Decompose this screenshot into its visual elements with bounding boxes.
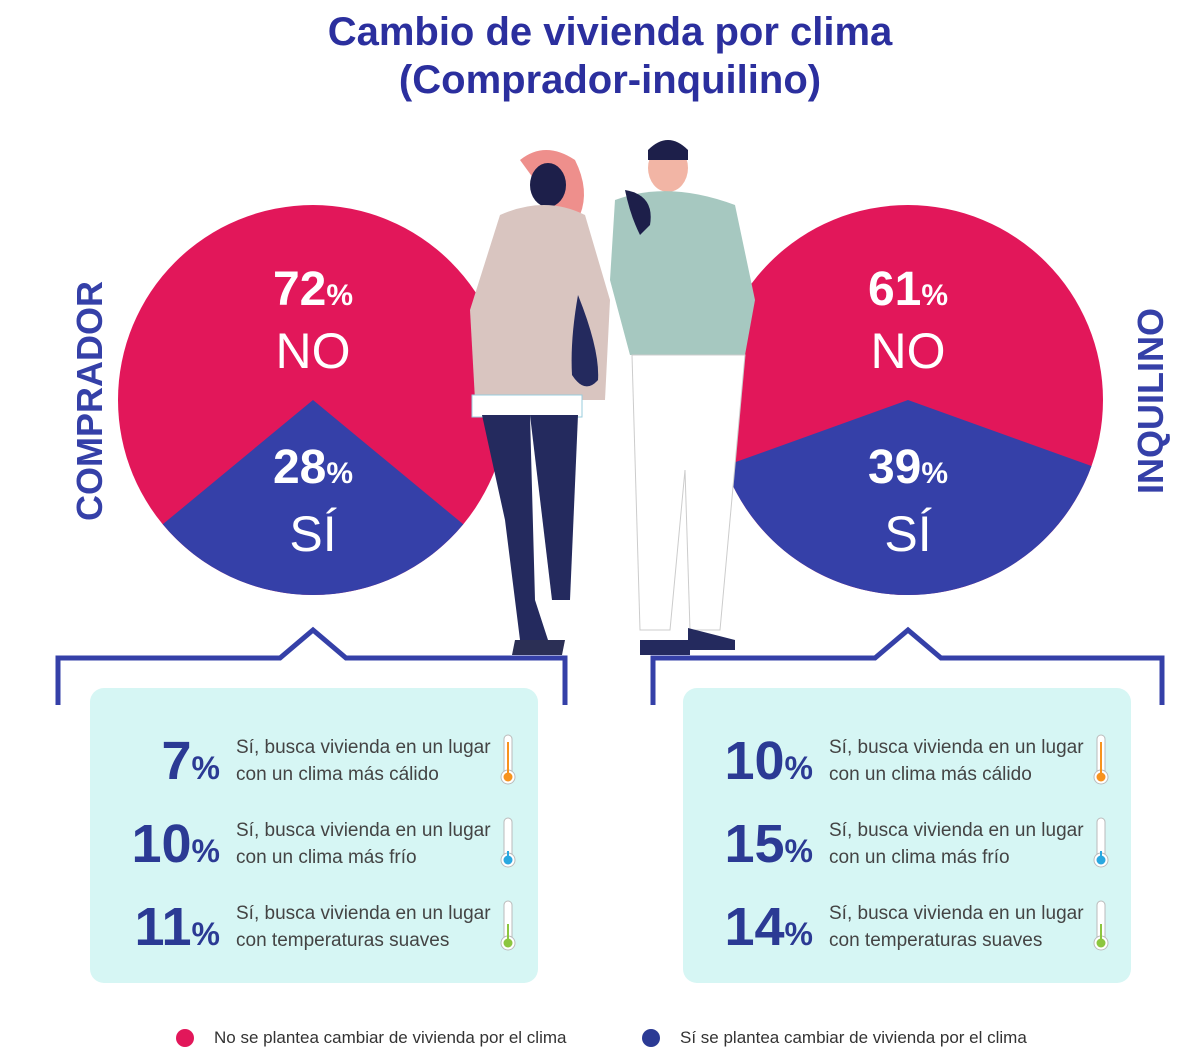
desc-line-2: con un clima más cálido [829,764,1032,785]
pie-si-value: 39% [808,440,1008,495]
percent-sign: % [326,457,354,490]
desc-line-1: Sí, busca vivienda en un lugar [829,737,1084,758]
detail-row: 11% Sí, busca vivienda en un lugar con te… [90,892,538,962]
legend-label: Sí se plantea cambiar de vivienda por el… [680,1028,1027,1047]
legend-label: No se plantea cambiar de vivienda por el… [214,1028,567,1047]
legend-item-si: Sí se plantea cambiar de vivienda por el… [642,1028,1027,1048]
percent-sign: % [784,833,813,869]
detail-percent: 10% [724,726,813,803]
side-label-inquilino: INQUILINO [1130,308,1171,494]
percent-sign: % [326,279,354,312]
desc-line-1: Sí, busca vivienda en un lugar [829,820,1084,841]
desc-line-1: Sí, busca vivienda en un lugar [236,820,491,841]
detail-percent: 11% [134,892,220,969]
detail-percent: 7% [162,726,221,803]
legend-dot-si [642,1029,660,1047]
title-line-2: (Comprador-inquilino) [398,58,822,102]
detail-value: 14 [724,897,785,957]
chart-title: Cambio de vivienda por clima (Comprador-… [0,8,1200,104]
detail-row: 15% Sí, busca vivienda en un lugar con un… [683,809,1131,879]
detail-value: 15 [724,814,785,874]
desc-line-2: con temperaturas suaves [236,930,450,951]
thermometer-warm-icon [1093,734,1109,785]
detail-description: Sí, busca vivienda en un lugar con un cli… [236,817,491,871]
detail-row: 14% Sí, busca vivienda en un lugar con te… [683,892,1131,962]
pie-si-label: SÍ [289,506,337,562]
thermometer-cold-icon [500,817,516,868]
percent-sign: % [191,833,220,869]
desc-line-2: con temperaturas suaves [829,930,1043,951]
pie-no-label: NO [275,323,351,379]
detail-percent: 14% [724,892,813,969]
desc-line-1: Sí, busca vivienda en un lugar [236,737,491,758]
percent-sign: % [921,457,949,490]
detail-description: Sí, busca vivienda en un lugar con un cli… [829,734,1084,788]
pie-no-value: 61% [808,262,1008,317]
details-box-comprador: 7% Sí, busca vivienda en un lugar con un … [90,688,538,983]
desc-line-2: con un clima más frío [236,847,417,868]
percent-sign: % [191,750,220,786]
pie-si-label: SÍ [884,506,932,562]
pie-value: 28 [272,441,327,494]
desc-line-1: Sí, busca vivienda en un lugar [236,903,491,924]
percent-sign: % [921,279,949,312]
pie-value: 61 [867,263,922,316]
legend-dot-no [176,1029,194,1047]
detail-row: 10% Sí, busca vivienda en un lugar con un… [683,726,1131,796]
detail-description: Sí, busca vivienda en un lugar con temper… [829,900,1084,954]
thermometer-warm-icon [500,734,516,785]
side-label-comprador: COMPRADOR [69,281,110,521]
pie-slice-si [724,400,1092,596]
thermometer-cold-icon [1093,817,1109,868]
bracket-left [55,626,568,705]
title-line-1: Cambio de vivienda por clima [327,10,893,54]
detail-percent: 10% [131,809,220,886]
pie-value: 39 [867,441,922,494]
detail-row: 7% Sí, busca vivienda en un lugar con un … [90,726,538,796]
pie-no-value: 72% [213,262,413,317]
detail-description: Sí, busca vivienda en un lugar con un cli… [829,817,1084,871]
details-box-inquilino: 10% Sí, busca vivienda en un lugar con un… [683,688,1131,983]
pie-value: 72 [272,263,327,316]
pie-slice-si [162,400,464,595]
desc-line-2: con un clima más frío [829,847,1010,868]
bracket-right [650,626,1165,705]
detail-value: 7 [161,731,192,791]
detail-row: 10% Sí, busca vivienda en un lugar con un… [90,809,538,879]
couple-illustration [470,140,755,655]
detail-value: 11 [134,897,192,957]
detail-percent: 15% [724,809,813,886]
detail-value: 10 [131,814,192,874]
pie-si-value: 28% [213,440,413,495]
legend-item-no: No se plantea cambiar de vivienda por el… [176,1028,566,1048]
percent-sign: % [784,916,813,952]
percent-sign: % [191,916,220,952]
pie-no-label: NO [870,323,946,379]
thermometer-mild-icon [500,900,516,951]
desc-line-1: Sí, busca vivienda en un lugar [829,903,1084,924]
thermometer-mild-icon [1093,900,1109,951]
detail-description: Sí, busca vivienda en un lugar con un cli… [236,734,491,788]
detail-value: 10 [724,731,785,791]
detail-description: Sí, busca vivienda en un lugar con temper… [236,900,491,954]
percent-sign: % [784,750,813,786]
desc-line-2: con un clima más cálido [236,764,439,785]
